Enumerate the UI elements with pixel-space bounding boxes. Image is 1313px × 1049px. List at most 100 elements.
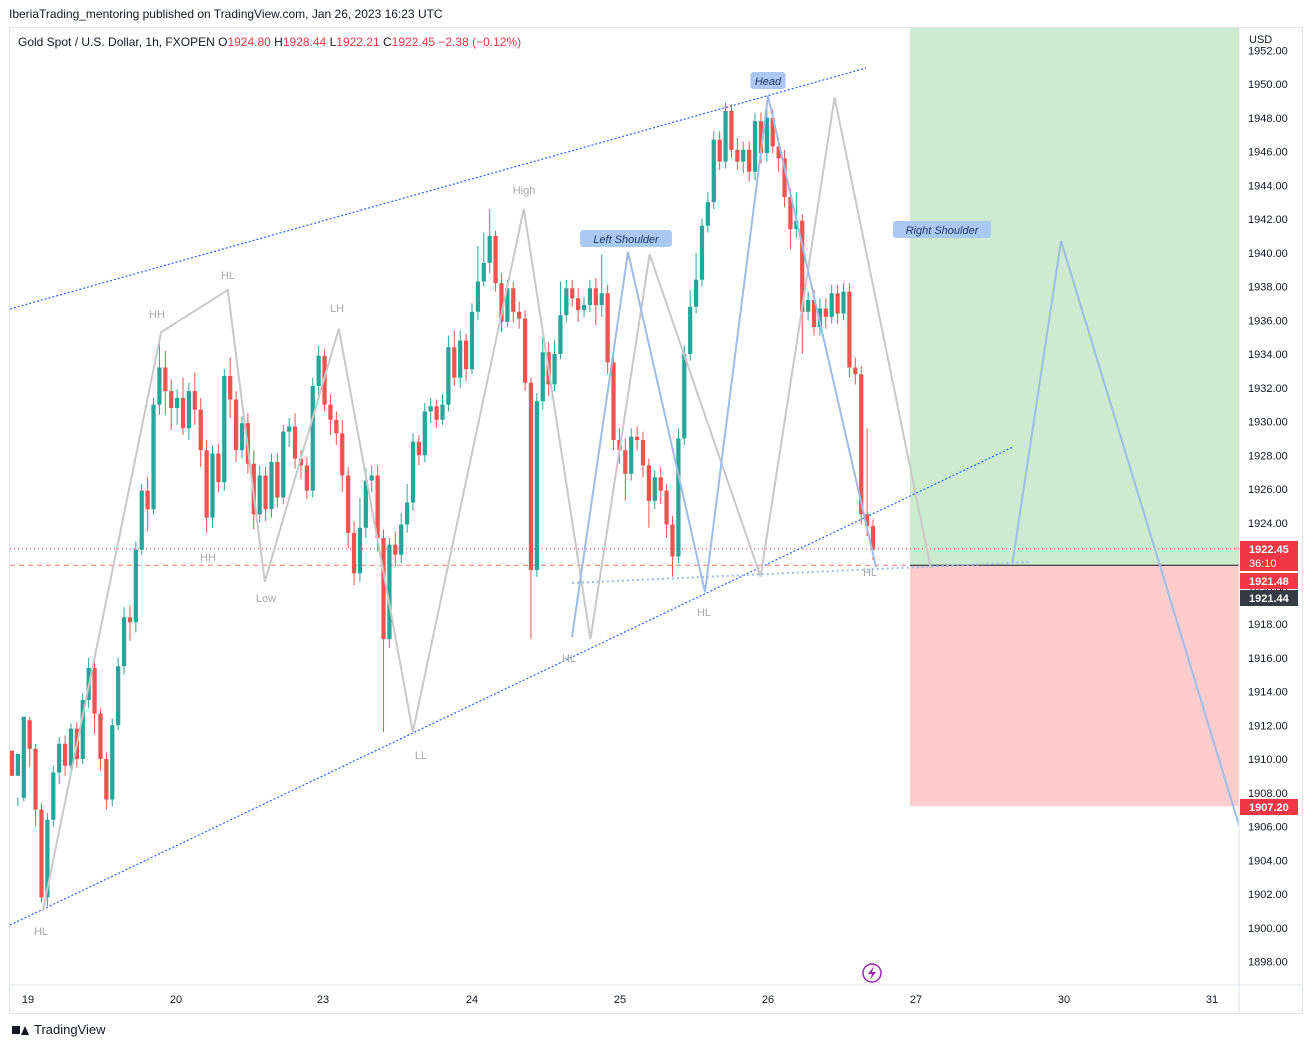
candle — [499, 273, 504, 333]
candle — [829, 284, 834, 324]
candle — [39, 802, 44, 903]
candle-body — [416, 441, 422, 456]
candle — [357, 497, 363, 582]
candle-body — [864, 514, 870, 527]
candle-body — [334, 419, 339, 434]
candle-body — [522, 318, 528, 383]
candle-body — [263, 475, 268, 510]
candle-body — [682, 354, 687, 439]
candle-body — [110, 725, 115, 800]
tradingview-logo[interactable]: TradingView — [12, 1022, 106, 1037]
candle-body — [870, 526, 876, 550]
candle-body — [528, 382, 534, 570]
candle — [387, 537, 392, 648]
candle-body — [517, 311, 522, 319]
candle-body — [281, 431, 286, 498]
price-tick-label: 1944.00 — [1248, 180, 1288, 192]
candle-body — [623, 450, 628, 474]
price-tick-label: 1912.00 — [1248, 720, 1288, 732]
candle — [381, 529, 386, 732]
candle-body — [823, 308, 828, 317]
candle-body — [239, 423, 245, 451]
candle — [92, 659, 97, 734]
candle-body — [817, 308, 823, 327]
candle — [452, 330, 457, 387]
candle — [487, 208, 492, 273]
candle-body — [788, 197, 793, 230]
candle — [458, 330, 463, 388]
candle-body — [806, 300, 811, 312]
candle-body — [180, 397, 186, 429]
close-label: C — [383, 35, 392, 49]
pattern-label: Head — [750, 72, 786, 89]
time-tick-label: 30 — [1058, 994, 1070, 1006]
price-tick-label: 1918.00 — [1248, 619, 1288, 631]
candle-body — [505, 288, 510, 322]
candle — [517, 301, 522, 329]
candle — [334, 411, 339, 446]
candle-body — [369, 475, 374, 481]
candle — [269, 453, 274, 518]
candle-body — [611, 362, 616, 441]
candle-body — [741, 149, 746, 162]
candle-body — [735, 149, 740, 162]
candle-body — [163, 367, 168, 392]
candle-body — [404, 502, 410, 525]
candle-body — [469, 311, 475, 370]
candle — [275, 453, 280, 508]
candle-body — [292, 426, 298, 459]
pattern-label-bg — [892, 221, 992, 238]
candle — [605, 284, 610, 375]
candle-body — [587, 288, 593, 306]
candle-body — [127, 617, 133, 623]
price-badge: 1907.20 — [1240, 799, 1298, 815]
candle — [782, 149, 787, 208]
candle — [576, 288, 581, 322]
pattern-label-text: Left Shoulder — [593, 234, 660, 246]
price-tick-label: 1948.00 — [1248, 113, 1288, 125]
change-value: −2.38 (−0.12%) — [438, 35, 522, 49]
candle-body — [21, 716, 26, 798]
candle-body — [10, 750, 15, 776]
price-badge-value: 1921.48 — [1249, 576, 1289, 588]
high-label: H — [274, 35, 283, 49]
swing-label: HL — [34, 926, 48, 938]
lightning-icon — [862, 963, 882, 983]
candle — [587, 279, 593, 312]
swing-label: HH — [200, 552, 216, 564]
candle — [646, 458, 652, 528]
price-badge-bg — [1240, 541, 1298, 571]
candle-body — [640, 440, 646, 466]
candle-body — [670, 524, 675, 557]
price-tick-label: 1910.00 — [1248, 754, 1288, 766]
candle-body — [304, 465, 309, 491]
candle-body — [841, 291, 846, 314]
candle-body — [576, 298, 581, 311]
price-tick-label: 1906.00 — [1248, 822, 1288, 834]
candle-body — [859, 374, 864, 515]
candle-body — [57, 743, 62, 773]
candle-body — [605, 293, 610, 363]
candle-body — [446, 347, 451, 405]
candle-body — [829, 293, 834, 317]
candle — [198, 397, 203, 468]
candle-body — [422, 411, 427, 456]
candle-body — [452, 347, 457, 378]
candle — [640, 431, 646, 478]
candle-body — [463, 340, 469, 370]
stop-zone — [910, 565, 1239, 807]
candle — [717, 131, 722, 171]
candle-body — [257, 475, 262, 515]
candle-body — [705, 202, 710, 226]
candle-body — [316, 355, 321, 387]
candle-body — [847, 291, 852, 368]
lower-channel-line — [10, 446, 1014, 926]
price-badge-bg — [1240, 573, 1298, 589]
price-badge: 1921.48 — [1240, 573, 1298, 589]
candle — [693, 252, 699, 314]
time-tick-label: 31 — [1206, 994, 1218, 1006]
candle-body — [747, 149, 752, 172]
candle-body — [62, 743, 68, 766]
candle-body — [770, 117, 775, 147]
